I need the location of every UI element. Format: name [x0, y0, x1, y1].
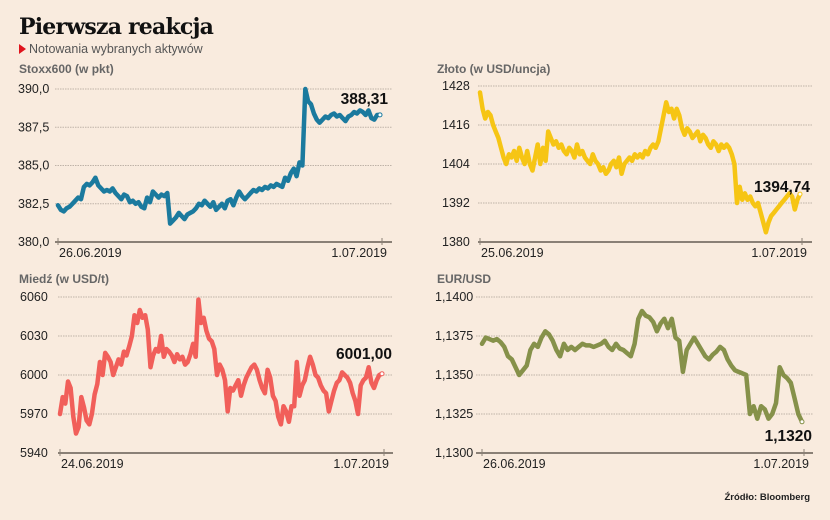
last-value-label: 1,1320 [765, 428, 812, 445]
y-tick-label: 1416 [442, 118, 470, 132]
y-tick-label: 390,0 [18, 82, 49, 96]
y-tick-label: 1,1325 [435, 407, 473, 421]
y-tick-label: 6030 [20, 329, 48, 343]
series-line-stoxx [55, 86, 383, 226]
last-value-label: 1394,74 [754, 179, 810, 196]
chart-title-stoxx: Stoxx600 (w pkt) [19, 62, 114, 76]
last-value-label: 6001,00 [336, 346, 392, 363]
chart-title-copper: Miedź (w USD/t) [19, 272, 109, 286]
chart-title-gold: Złoto (w USD/uncja) [437, 62, 551, 76]
last-point-marker [799, 419, 805, 425]
y-tick-label: 1,1350 [435, 368, 473, 382]
last-point-marker [377, 112, 383, 118]
page-title: Pierwsza reakcja [19, 14, 214, 40]
source-note: Źródło: Bloomberg [724, 492, 811, 503]
x-tick-label: 1.07.2019 [753, 457, 809, 471]
x-tick-label: 24.06.2019 [61, 457, 124, 471]
x-tick-label: 1.07.2019 [333, 457, 389, 471]
y-tick-label: 387,5 [18, 120, 49, 134]
last-value-label: 388,31 [341, 91, 389, 108]
y-tick-label: 6000 [20, 368, 48, 382]
y-tick-label: 1380 [442, 235, 470, 249]
y-tick-label: 1404 [442, 157, 470, 171]
y-tick-label: 1428 [442, 79, 470, 93]
x-tick-label: 1.07.2019 [751, 246, 807, 260]
x-tick-label: 25.06.2019 [481, 246, 544, 260]
y-tick-label: 382,5 [18, 197, 49, 211]
chart-title-eurusd: EUR/USD [437, 272, 492, 286]
triangle-bullet-icon [19, 44, 26, 54]
y-tick-label: 5940 [20, 446, 48, 460]
y-tick-label: 1,1375 [435, 329, 473, 343]
series-line-gold [477, 90, 803, 235]
x-tick-label: 26.06.2019 [59, 246, 122, 260]
last-point-marker [379, 371, 385, 377]
y-tick-label: 380,0 [18, 235, 49, 249]
subtitle: Notowania wybranych aktywów [19, 42, 203, 56]
y-tick-label: 1,1400 [435, 290, 473, 304]
y-tick-label: 1392 [442, 196, 470, 210]
x-tick-label: 1.07.2019 [331, 246, 387, 260]
x-tick-label: 26.06.2019 [483, 457, 546, 471]
series-line-eurusd [479, 308, 805, 425]
y-tick-label: 6060 [20, 290, 48, 304]
y-tick-label: 385,0 [18, 159, 49, 173]
y-tick-label: 5970 [20, 407, 48, 421]
subtitle-text: Notowania wybranych aktywów [29, 42, 203, 56]
y-tick-label: 1,1300 [435, 446, 473, 460]
last-point-marker [797, 191, 803, 197]
series-line-copper [57, 297, 385, 436]
